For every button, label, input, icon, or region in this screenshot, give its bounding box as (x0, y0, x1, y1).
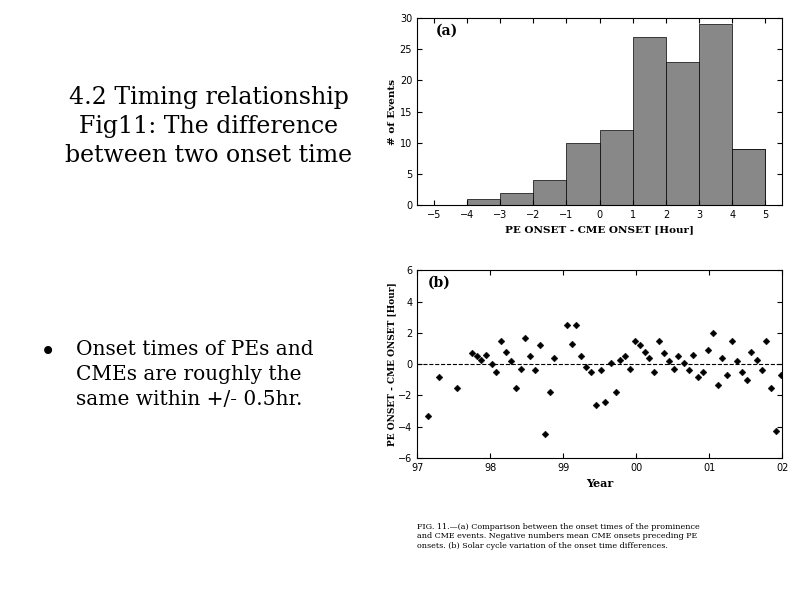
Point (524, 352, 537, 361)
Point (538, 430, 551, 439)
Point (422, 411, 434, 421)
Point (619, 352, 631, 361)
Text: (a): (a) (435, 23, 457, 37)
Point (638, 347, 651, 356)
Point (662, 356, 675, 366)
Point (599, 397, 612, 406)
Point (565, 339, 578, 349)
Point (657, 349, 670, 358)
Point (475, 355, 488, 364)
Point (628, 336, 641, 346)
Point (634, 341, 646, 350)
Point (692, 372, 704, 381)
Point (711, 380, 724, 389)
Point (750, 355, 763, 364)
Point (609, 387, 622, 397)
Point (495, 336, 507, 346)
Point (590, 400, 603, 409)
Point (643, 353, 656, 363)
Point (755, 366, 768, 375)
Bar (566, 143, 599, 205)
X-axis label: PE ONSET - CME ONSET [Hour]: PE ONSET - CME ONSET [Hour] (505, 226, 694, 234)
Y-axis label: # of Events: # of Events (388, 79, 397, 145)
Point (504, 356, 517, 366)
Point (701, 345, 714, 355)
Bar (599, 130, 633, 205)
Point (735, 367, 748, 377)
Point (518, 333, 531, 342)
Point (544, 387, 557, 397)
Point (490, 367, 503, 377)
Point (580, 362, 593, 372)
Point (677, 358, 690, 367)
Text: 4.2 Timing relationship
Fig11: The difference
between two onset time: 4.2 Timing relationship Fig11: The diffe… (65, 86, 353, 167)
Bar (467, 199, 500, 205)
Point (465, 349, 478, 358)
Point (726, 336, 738, 346)
Point (451, 383, 464, 392)
Point (672, 352, 684, 361)
Point (529, 366, 542, 375)
Point (716, 353, 729, 363)
Point (730, 356, 743, 366)
Point (433, 372, 445, 381)
Point (604, 358, 617, 367)
Point (509, 383, 522, 392)
Point (721, 370, 734, 380)
Point (595, 366, 607, 375)
Point (682, 366, 695, 375)
Point (575, 352, 588, 361)
Point (697, 367, 710, 377)
Point (687, 350, 700, 359)
Point (774, 370, 787, 380)
Bar (534, 180, 566, 205)
Point (480, 350, 493, 359)
Point (707, 328, 719, 338)
Bar (666, 61, 700, 205)
Point (548, 353, 561, 363)
Bar (732, 149, 765, 205)
Point (561, 320, 573, 330)
Point (760, 336, 773, 346)
Bar (633, 36, 666, 205)
Text: (b): (b) (428, 276, 451, 290)
Point (668, 364, 680, 374)
Point (471, 352, 484, 361)
Point (765, 383, 777, 392)
Point (648, 367, 661, 377)
Point (741, 375, 754, 384)
Point (624, 364, 637, 374)
Point (485, 359, 498, 369)
Point (515, 364, 527, 374)
Point (534, 341, 546, 350)
Bar (500, 193, 534, 205)
Bar (700, 24, 732, 205)
Point (584, 367, 597, 377)
Point (653, 336, 666, 346)
Point (770, 427, 783, 436)
X-axis label: Year: Year (586, 478, 613, 489)
Point (499, 347, 512, 356)
Point (745, 347, 757, 356)
Text: Onset times of PEs and
CMEs are roughly the
same within +/- 0.5hr.: Onset times of PEs and CMEs are roughly … (76, 340, 314, 409)
Text: FIG. 11.—(a) Comparison between the onset times of the prominence
and CME events: FIG. 11.—(a) Comparison between the onse… (417, 523, 700, 550)
Bar (732, 149, 765, 205)
Text: •: • (40, 340, 56, 367)
Y-axis label: PE ONSET - CME ONSET [Hour]: PE ONSET - CME ONSET [Hour] (387, 282, 396, 446)
Point (570, 320, 583, 330)
Point (614, 355, 626, 364)
